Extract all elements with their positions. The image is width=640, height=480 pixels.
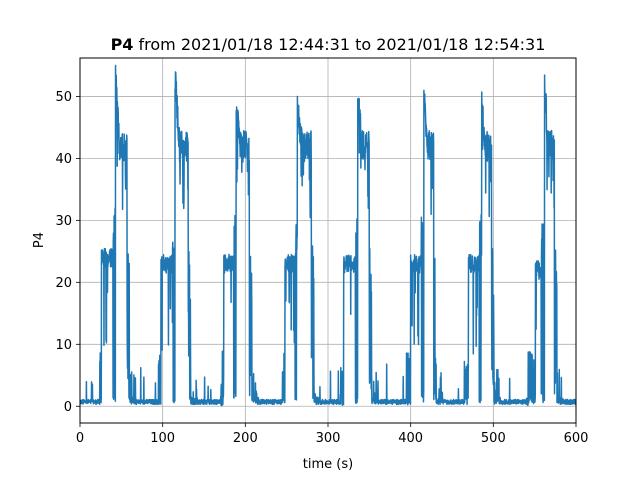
- y-tick-label: 40: [55, 152, 72, 167]
- y-axis: 0 10 20 30 40 50: [55, 90, 80, 415]
- x-tick-label: 300: [316, 431, 341, 446]
- y-tick-label: 30: [55, 214, 72, 229]
- x-tick-label: 0: [76, 431, 84, 446]
- chart-title-rest: from 2021/01/18 12:44:31 to 2021/01/18 1…: [133, 35, 545, 54]
- y-tick-label: 20: [55, 276, 72, 291]
- x-tick-label: 600: [564, 431, 589, 446]
- x-tick-label: 100: [150, 431, 175, 446]
- x-tick-label: 500: [481, 431, 506, 446]
- series-line-group: [80, 64, 576, 407]
- grid-lines: [79, 58, 577, 423]
- y-tick-label: 10: [55, 338, 72, 353]
- x-axis-label: time (s): [303, 457, 353, 472]
- y-tick-label: 50: [55, 90, 72, 105]
- y-tick-label: 0: [64, 400, 72, 415]
- y-axis-label: P4: [32, 232, 47, 248]
- chart-title-bold: P4: [111, 35, 134, 54]
- series-line: [80, 64, 576, 407]
- chart-title: P4 from 2021/01/18 12:44:31 to 2021/01/1…: [111, 35, 546, 54]
- x-axis: 0 100 200 300 400 500 600: [76, 423, 589, 446]
- x-tick-label: 400: [398, 431, 423, 446]
- x-tick-label: 200: [233, 431, 258, 446]
